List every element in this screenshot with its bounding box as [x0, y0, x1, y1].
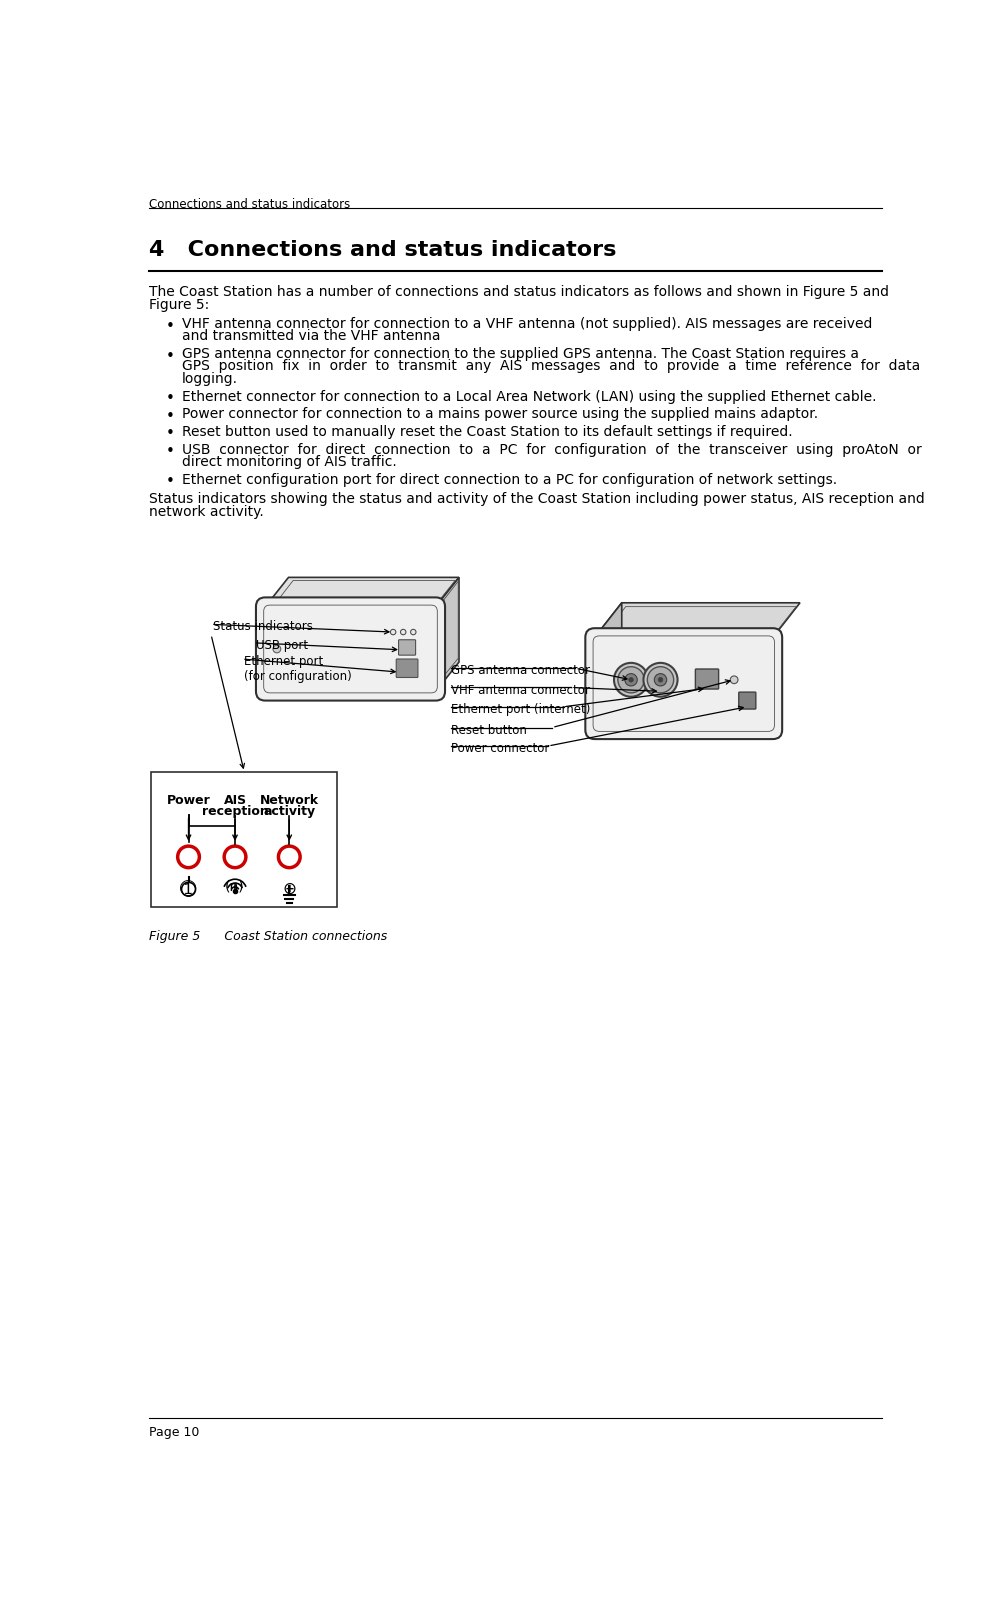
Circle shape — [224, 847, 245, 868]
Text: Power connector for connection to a mains power source using the supplied mains : Power connector for connection to a main… — [181, 407, 818, 422]
Text: 4   Connections and status indicators: 4 Connections and status indicators — [149, 241, 617, 260]
Text: Reset button: Reset button — [452, 724, 527, 737]
Text: ➀: ➀ — [180, 881, 197, 898]
FancyBboxPatch shape — [738, 692, 756, 709]
Text: direct monitoring of AIS traffic.: direct monitoring of AIS traffic. — [181, 456, 396, 469]
Text: Network: Network — [260, 793, 319, 806]
Circle shape — [279, 847, 300, 868]
Polygon shape — [266, 577, 459, 606]
Text: GPS antenna connector for connection to the supplied GPS antenna. The Coast Stat: GPS antenna connector for connection to … — [181, 347, 858, 360]
Text: Connections and status indicators: Connections and status indicators — [149, 197, 350, 210]
Text: logging.: logging. — [181, 372, 237, 386]
Text: The Coast Station has a number of connections and status indicators as follows a: The Coast Station has a number of connec… — [149, 284, 889, 299]
FancyBboxPatch shape — [695, 669, 718, 688]
FancyBboxPatch shape — [396, 659, 417, 677]
Text: and transmitted via the VHF antenna: and transmitted via the VHF antenna — [181, 330, 440, 344]
Text: •: • — [166, 473, 175, 490]
Text: reception: reception — [201, 805, 269, 818]
Circle shape — [410, 629, 416, 635]
Text: Ethernet connector for connection to a Local Area Network (LAN) using the suppli: Ethernet connector for connection to a L… — [181, 389, 876, 404]
FancyBboxPatch shape — [256, 598, 445, 701]
Text: (η): (η) — [225, 881, 244, 894]
Circle shape — [400, 629, 405, 635]
Circle shape — [658, 677, 663, 682]
Circle shape — [625, 674, 637, 685]
Text: Power: Power — [167, 793, 210, 806]
Circle shape — [730, 675, 738, 684]
Text: VHF antenna connector for connection to a VHF antenna (not supplied). AIS messag: VHF antenna connector for connection to … — [181, 317, 872, 331]
Circle shape — [614, 663, 648, 696]
Circle shape — [618, 667, 644, 693]
Text: network activity.: network activity. — [149, 504, 264, 519]
Text: activity: activity — [264, 805, 315, 818]
Text: Ethernet port (internet): Ethernet port (internet) — [452, 703, 591, 716]
Text: Page 10: Page 10 — [149, 1425, 199, 1438]
Circle shape — [629, 677, 634, 682]
Circle shape — [644, 663, 678, 696]
Text: •: • — [166, 427, 175, 441]
FancyBboxPatch shape — [585, 629, 783, 739]
Text: ⊕: ⊕ — [283, 881, 296, 898]
FancyBboxPatch shape — [398, 640, 415, 654]
Circle shape — [647, 667, 674, 693]
Circle shape — [178, 847, 199, 868]
Text: Power connector: Power connector — [452, 742, 549, 755]
Circle shape — [273, 645, 281, 653]
Polygon shape — [595, 603, 800, 637]
Text: Status indicators: Status indicators — [213, 621, 313, 633]
Text: Reset button used to manually reset the Coast Station to its default settings if: Reset button used to manually reset the … — [181, 425, 792, 440]
Text: •: • — [166, 391, 175, 406]
Circle shape — [181, 882, 195, 897]
Text: USB  connector  for  direct  connection  to  a  PC  for  configuration  of  the : USB connector for direct connection to a… — [181, 443, 921, 457]
Circle shape — [390, 629, 395, 635]
Text: USB port: USB port — [256, 638, 308, 651]
Text: VHF antenna connector: VHF antenna connector — [452, 684, 591, 696]
Text: •: • — [166, 349, 175, 364]
Bar — [151, 772, 337, 907]
Polygon shape — [595, 603, 622, 730]
Polygon shape — [436, 577, 459, 692]
Text: Figure 5:: Figure 5: — [149, 297, 209, 312]
Text: Ethernet configuration port for direct connection to a PC for configuration of n: Ethernet configuration port for direct c… — [181, 472, 837, 486]
Text: AIS: AIS — [223, 793, 246, 806]
Text: GPS antenna connector: GPS antenna connector — [452, 664, 591, 677]
Text: Ethernet port
(for configuration): Ethernet port (for configuration) — [244, 654, 352, 684]
Text: •: • — [166, 444, 175, 459]
Text: •: • — [166, 318, 175, 333]
Text: Status indicators showing the status and activity of the Coast Station including: Status indicators showing the status and… — [149, 491, 925, 506]
Text: Figure 5      Coast Station connections: Figure 5 Coast Station connections — [149, 931, 387, 944]
Text: GPS  position  fix  in  order  to  transmit  any  AIS  messages  and  to  provid: GPS position fix in order to transmit an… — [181, 359, 919, 373]
Circle shape — [654, 674, 667, 685]
Text: •: • — [166, 409, 175, 423]
